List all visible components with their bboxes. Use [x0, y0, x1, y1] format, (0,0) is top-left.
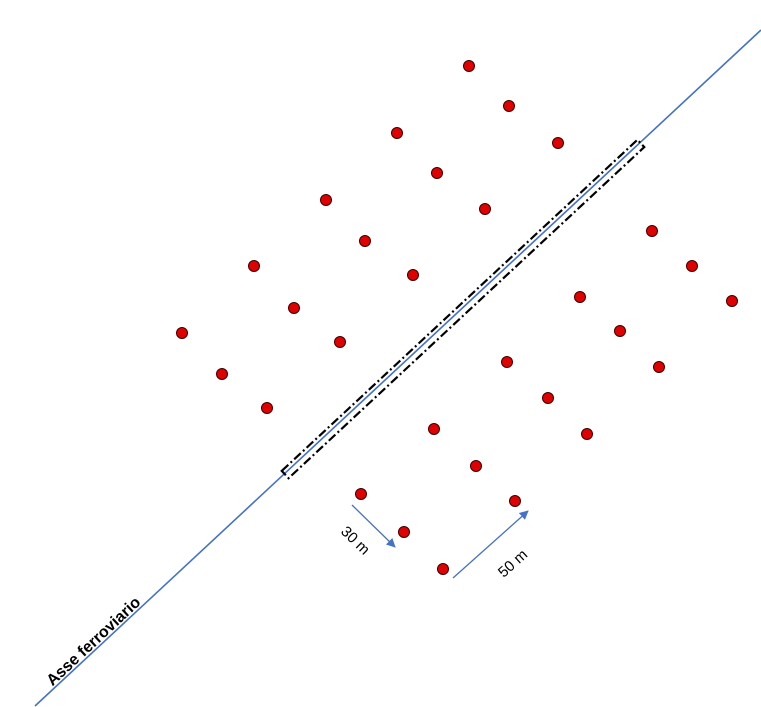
measurement-point — [359, 235, 371, 247]
measurement-point — [686, 260, 698, 272]
measurement-point — [398, 526, 410, 538]
spacing-across-label: 30 m — [337, 523, 373, 558]
measurement-point — [501, 356, 513, 368]
measurement-point — [614, 325, 626, 337]
measurement-points — [176, 60, 738, 575]
measurement-point — [581, 428, 593, 440]
track-section-outline — [280, 138, 646, 480]
measurement-point — [653, 361, 665, 373]
measurement-point — [503, 100, 515, 112]
measurement-point — [479, 203, 491, 215]
measurement-point — [646, 225, 658, 237]
measurement-point — [437, 563, 449, 575]
measurement-point — [176, 327, 188, 339]
measurement-point — [288, 302, 300, 314]
measurement-point — [542, 392, 554, 404]
measurement-point — [431, 167, 443, 179]
measurement-point — [509, 495, 521, 507]
measurement-point — [248, 260, 260, 272]
measurement-point — [552, 137, 564, 149]
measurement-point — [470, 460, 482, 472]
measurement-point — [726, 295, 738, 307]
measurement-point — [391, 127, 403, 139]
spacing-across-arrow — [351, 504, 396, 548]
measurement-point — [261, 402, 273, 414]
measurement-point — [334, 336, 346, 348]
measurement-point — [355, 488, 367, 500]
measurement-point — [428, 423, 440, 435]
spacing-along-arrow — [452, 510, 529, 579]
measurement-point — [320, 194, 332, 206]
railway-axis-label: Asse ferroviario — [44, 594, 145, 690]
measurement-point — [463, 60, 475, 72]
measurement-point — [407, 269, 419, 281]
measurement-point — [216, 368, 228, 380]
measurement-point — [574, 291, 586, 303]
spacing-along-label: 50 m — [495, 546, 531, 581]
